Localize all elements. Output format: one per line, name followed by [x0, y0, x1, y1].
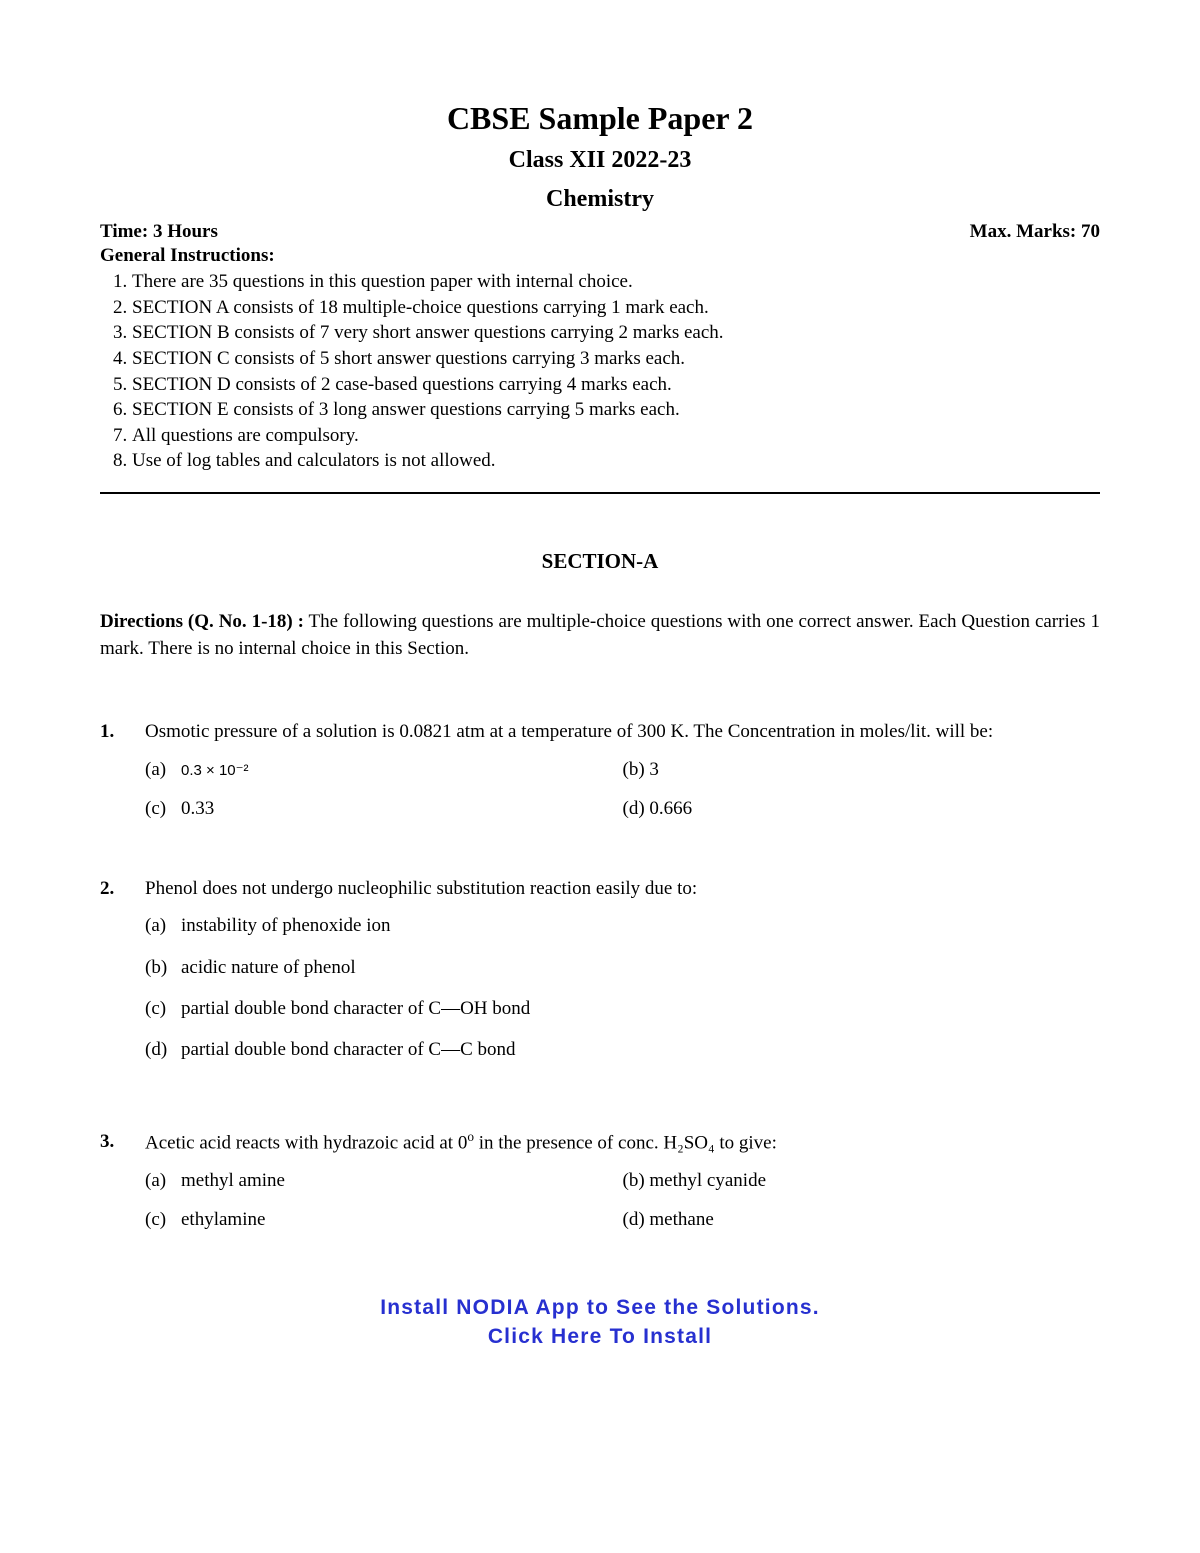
instruction-item: All questions are compulsory.	[132, 423, 1100, 449]
instruction-item: SECTION C consists of 5 short answer que…	[132, 346, 1100, 372]
exam-paper-page: CBSE Sample Paper 2 Class XII 2022-23 Ch…	[0, 0, 1200, 1391]
instruction-item: SECTION E consists of 3 long answer ques…	[132, 397, 1100, 423]
option-d: (d) 0.666	[623, 794, 1101, 823]
option-b: (b)acidic nature of phenol	[145, 953, 1100, 982]
question-2: 2. Phenol does not undergo nucleophilic …	[100, 874, 1100, 1077]
question-body: Phenol does not undergo nucleophilic sub…	[145, 874, 1100, 1077]
instructions-list: There are 35 questions in this question …	[100, 269, 1100, 474]
meta-row: Time: 3 Hours Max. Marks: 70	[100, 221, 1100, 243]
marks-label: Max. Marks: 70	[970, 221, 1100, 243]
footer-line-2: Click Here To Install	[100, 1323, 1100, 1351]
directions: Directions (Q. No. 1-18) : The following…	[100, 609, 1100, 662]
subject: Chemistry	[100, 186, 1100, 213]
question-text: Osmotic pressure of a solution is 0.0821…	[145, 717, 1100, 746]
instruction-item: SECTION D consists of 2 case-based quest…	[132, 372, 1100, 398]
option-d: (d) methane	[623, 1205, 1101, 1234]
instruction-item: Use of log tables and calculators is not…	[132, 448, 1100, 474]
question-text: Phenol does not undergo nucleophilic sub…	[145, 874, 1100, 903]
question-number: 2.	[100, 874, 145, 1077]
option-a: (a)methyl amine	[145, 1166, 623, 1195]
option-b: (b) 3	[623, 755, 1101, 784]
options: (a)instability of phenoxide ion (b)acidi…	[145, 911, 1100, 1065]
section-heading: SECTION-A	[100, 549, 1100, 574]
footer-line-1: Install NODIA App to See the Solutions.	[100, 1294, 1100, 1322]
instruction-item: There are 35 questions in this question …	[132, 269, 1100, 295]
options: (a)0.3 × 10⁻² (b) 3 (c)0.33 (d) 0.666	[145, 755, 1100, 824]
question-1: 1. Osmotic pressure of a solution is 0.0…	[100, 717, 1100, 823]
option-c: (c)0.33	[145, 794, 623, 823]
option-d: (d)partial double bond character of C—C …	[145, 1035, 1100, 1064]
class-year: Class XII 2022-23	[100, 147, 1100, 174]
directions-bold: Directions (Q. No. 1-18) :	[100, 611, 304, 632]
divider	[100, 492, 1100, 494]
question-body: Osmotic pressure of a solution is 0.0821…	[145, 717, 1100, 823]
time-label: Time: 3 Hours	[100, 221, 218, 243]
option-a: (a)instability of phenoxide ion	[145, 911, 1100, 940]
footer-cta[interactable]: Install NODIA App to See the Solutions. …	[100, 1294, 1100, 1351]
question-body: Acetic acid reacts with hydrazoic acid a…	[145, 1127, 1100, 1235]
instruction-item: SECTION A consists of 18 multiple-choice…	[132, 295, 1100, 321]
options: (a)methyl amine (b) methyl cyanide (c)et…	[145, 1166, 1100, 1235]
option-b: (b) methyl cyanide	[623, 1166, 1101, 1195]
instruction-item: SECTION B consists of 7 very short answe…	[132, 320, 1100, 346]
question-number: 3.	[100, 1127, 145, 1235]
option-c: (c)ethylamine	[145, 1205, 623, 1234]
option-a: (a)0.3 × 10⁻²	[145, 755, 623, 784]
option-c: (c)partial double bond character of C—OH…	[145, 994, 1100, 1023]
question-number: 1.	[100, 717, 145, 823]
paper-title: CBSE Sample Paper 2	[100, 100, 1100, 137]
question-3: 3. Acetic acid reacts with hydrazoic aci…	[100, 1127, 1100, 1235]
question-text: Acetic acid reacts with hydrazoic acid a…	[145, 1127, 1100, 1158]
general-instructions-label: General Instructions:	[100, 245, 1100, 267]
